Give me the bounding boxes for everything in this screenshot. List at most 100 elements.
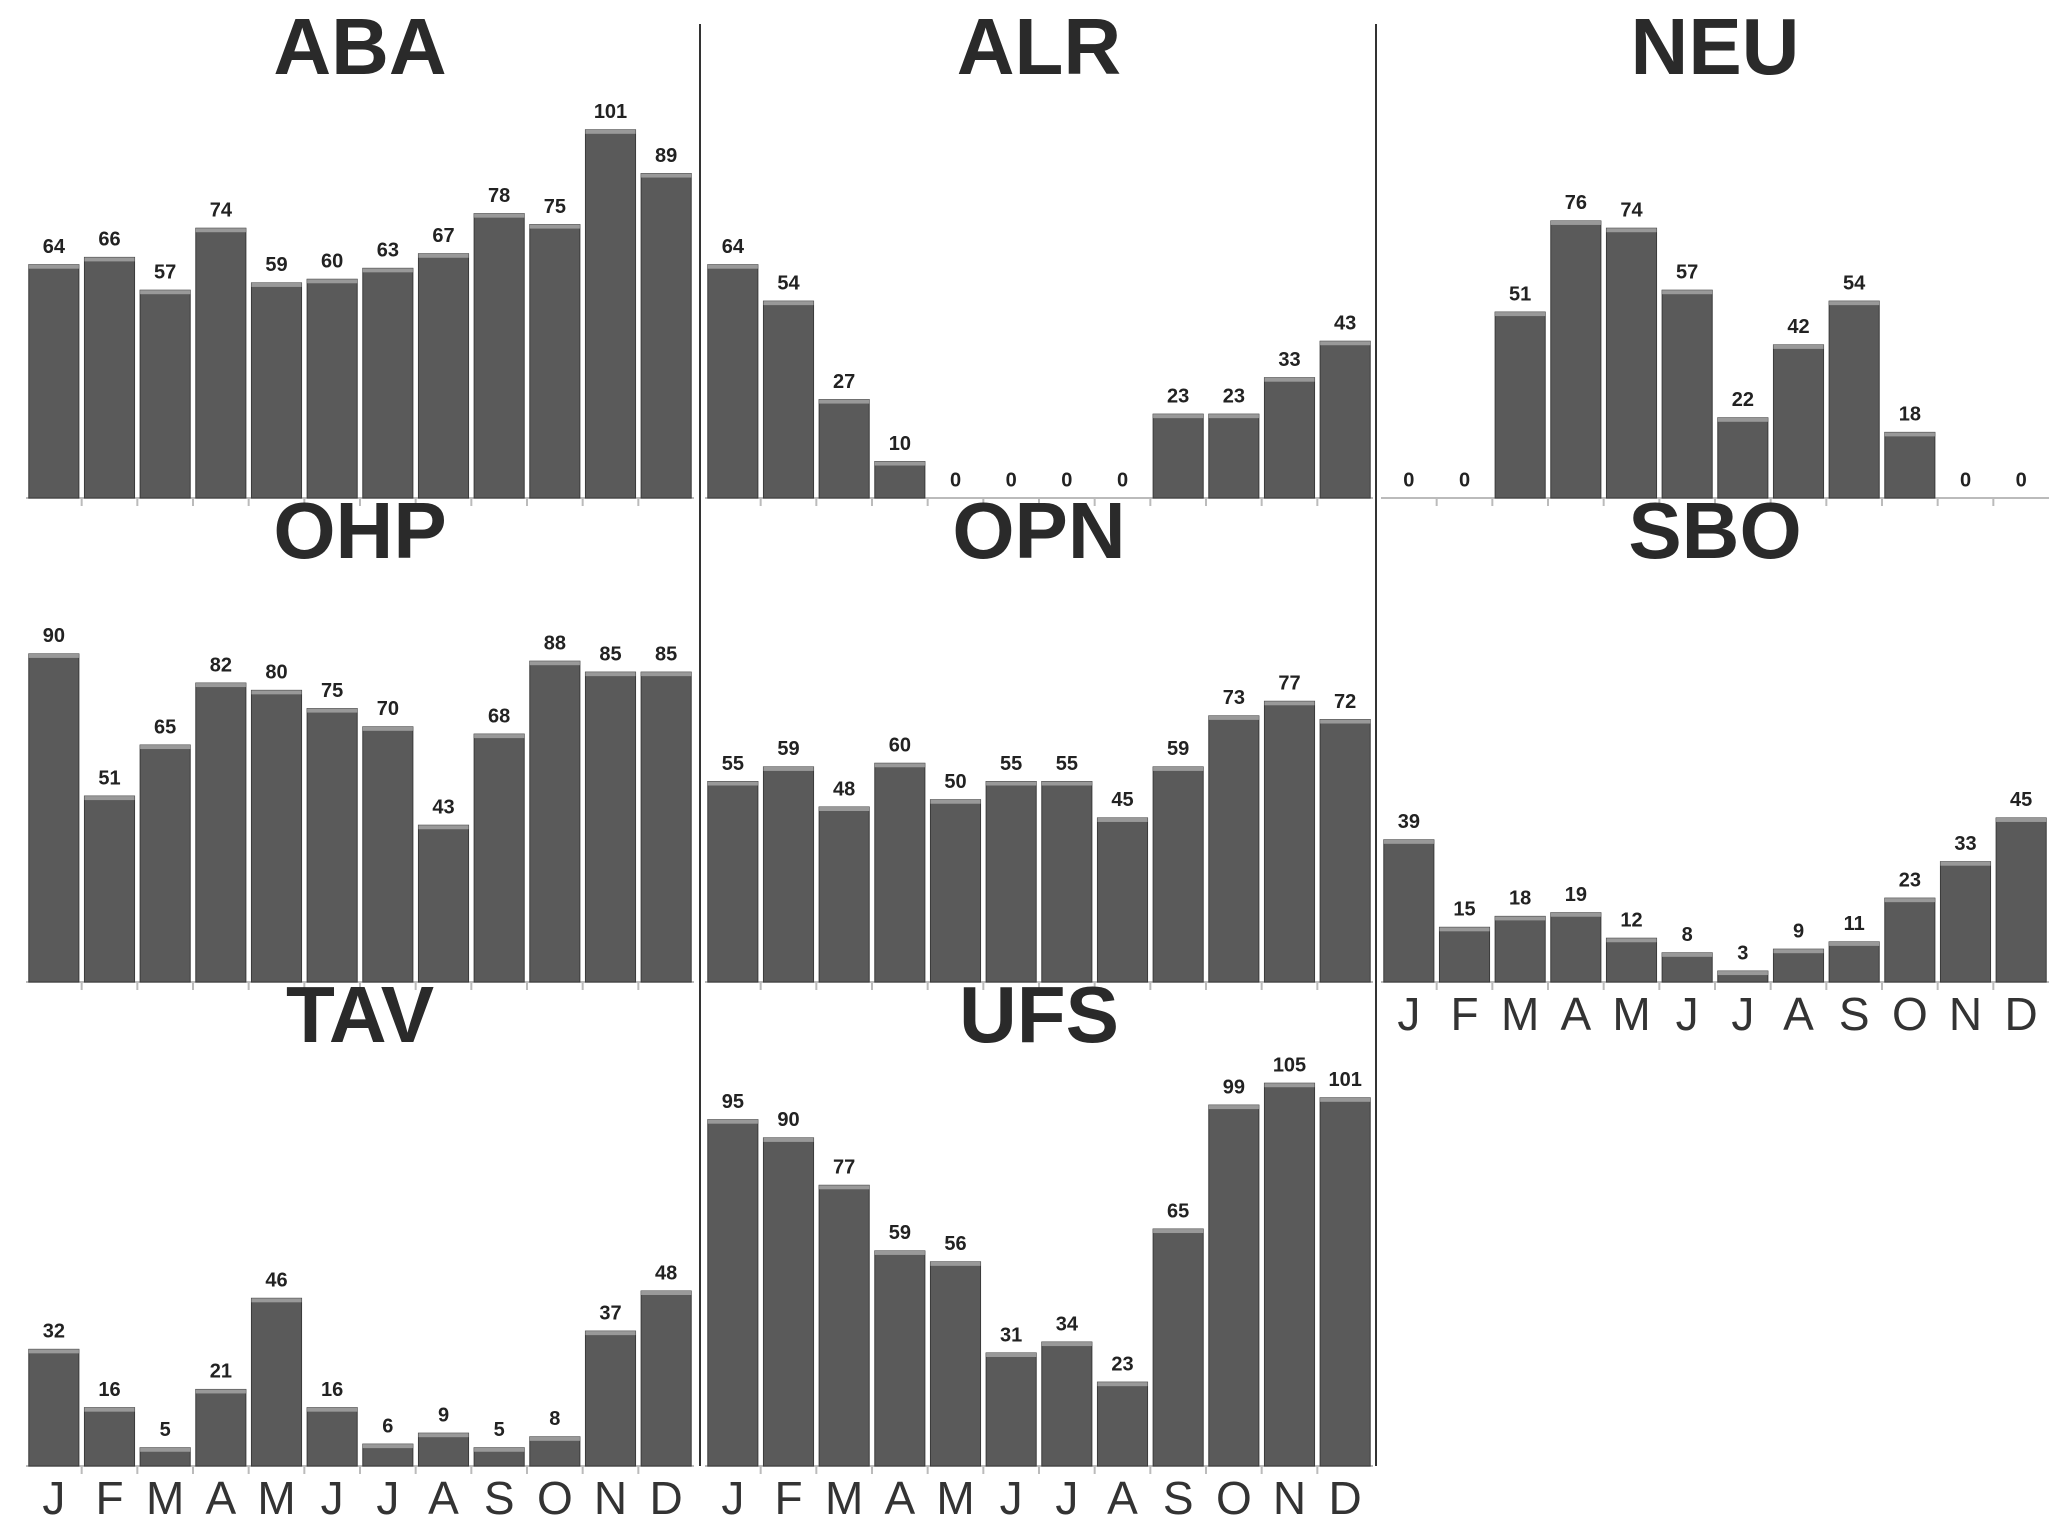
bar xyxy=(250,282,303,499)
x-tick-label: A xyxy=(1107,1472,1138,1524)
bar xyxy=(640,173,692,499)
bar xyxy=(195,227,247,499)
bar xyxy=(473,213,525,499)
bar-cap xyxy=(763,301,814,306)
bar-cap xyxy=(140,745,191,750)
bar-cap xyxy=(195,228,246,233)
bar xyxy=(1494,311,1546,499)
bar xyxy=(250,1297,303,1467)
bar-cap xyxy=(140,1447,191,1452)
bar-cap xyxy=(641,1291,692,1296)
bar xyxy=(1828,300,1880,499)
x-tick-label: A xyxy=(205,1472,236,1524)
value-label: 23 xyxy=(1111,1353,1133,1375)
value-label: 18 xyxy=(1509,888,1531,910)
bar xyxy=(762,766,815,983)
bar xyxy=(874,762,926,983)
bar-cap xyxy=(1320,719,1371,724)
value-label: 32 xyxy=(43,1321,65,1343)
value-label: 72 xyxy=(1334,691,1356,713)
bar-cap xyxy=(1884,432,1935,437)
bar-cap xyxy=(585,672,636,677)
bar-cap xyxy=(874,461,925,466)
value-label: 45 xyxy=(2010,789,2032,811)
value-label: 64 xyxy=(722,236,745,258)
x-tick-label: N xyxy=(1273,1472,1306,1524)
bar xyxy=(1319,1097,1371,1467)
x-tick-label: J xyxy=(721,1472,744,1524)
bar xyxy=(1208,1104,1260,1467)
bar-cap xyxy=(1208,1105,1259,1110)
value-label: 9 xyxy=(1793,920,1804,942)
x-tick-label: M xyxy=(1612,988,1650,1040)
bar-cap xyxy=(529,1436,580,1441)
bar-cap xyxy=(195,683,246,688)
x-tick-label: D xyxy=(2005,988,2038,1040)
value-label: 45 xyxy=(1111,789,1133,811)
chart-title: TAV xyxy=(286,970,434,1059)
value-label: 0 xyxy=(950,469,961,491)
bar-cap xyxy=(930,1261,981,1266)
value-label: 0 xyxy=(1960,469,1971,491)
x-tick-label: M xyxy=(146,1472,184,1524)
x-tick-label: S xyxy=(1163,1472,1194,1524)
bar-cap xyxy=(1264,701,1315,706)
value-label: 21 xyxy=(210,1361,232,1383)
bar xyxy=(139,744,191,983)
bar xyxy=(584,671,637,983)
bar xyxy=(1383,839,1435,983)
bar-cap xyxy=(362,1444,413,1449)
bar-cap xyxy=(641,173,692,178)
bar xyxy=(584,129,637,499)
bar xyxy=(1096,817,1149,983)
value-label: 43 xyxy=(432,797,454,819)
value-label: 90 xyxy=(43,625,65,647)
bar-cap xyxy=(707,264,758,269)
x-tick-label: D xyxy=(650,1472,683,1524)
bar xyxy=(139,289,191,499)
value-label: 43 xyxy=(1334,313,1356,335)
value-label: 0 xyxy=(1006,469,1017,491)
x-tick-label: J xyxy=(1000,1472,1023,1524)
bar xyxy=(529,1436,581,1467)
bar xyxy=(529,224,581,499)
value-label: 0 xyxy=(1459,469,1470,491)
bar xyxy=(1152,1228,1204,1467)
bar-cap xyxy=(1097,817,1148,822)
bar-cap xyxy=(1606,938,1657,943)
bar-cap xyxy=(28,264,79,269)
bar xyxy=(1550,912,1602,983)
value-label: 59 xyxy=(777,738,799,760)
value-label: 90 xyxy=(777,1109,799,1131)
value-label: 33 xyxy=(1954,833,1976,855)
value-label: 27 xyxy=(833,371,855,393)
value-label: 60 xyxy=(889,735,911,757)
value-label: 48 xyxy=(655,1262,677,1284)
bar xyxy=(1263,700,1316,983)
x-tick-label: O xyxy=(537,1472,573,1524)
x-tick-label: A xyxy=(884,1472,915,1524)
bar-cap xyxy=(1320,341,1371,346)
value-label: 85 xyxy=(655,643,677,665)
bar xyxy=(1550,220,1602,499)
bar-cap xyxy=(362,726,413,731)
x-tick-label: N xyxy=(594,1472,627,1524)
bar-cap xyxy=(362,268,413,273)
bar xyxy=(306,278,358,499)
bar xyxy=(1605,227,1658,499)
value-label: 65 xyxy=(154,716,176,738)
bar-cap xyxy=(1495,312,1546,317)
bar-cap xyxy=(307,279,358,284)
value-label: 16 xyxy=(321,1379,343,1401)
value-label: 54 xyxy=(777,272,800,294)
x-tick-label: O xyxy=(1216,1472,1252,1524)
value-label: 59 xyxy=(1167,738,1189,760)
bar-cap xyxy=(874,1250,925,1255)
chart-title: ABA xyxy=(273,2,446,91)
bar-cap xyxy=(585,1331,636,1336)
bar-cap xyxy=(28,1349,79,1354)
bar xyxy=(362,267,414,499)
value-label: 78 xyxy=(488,185,510,207)
bar xyxy=(1208,715,1260,983)
bar-cap xyxy=(140,290,191,295)
